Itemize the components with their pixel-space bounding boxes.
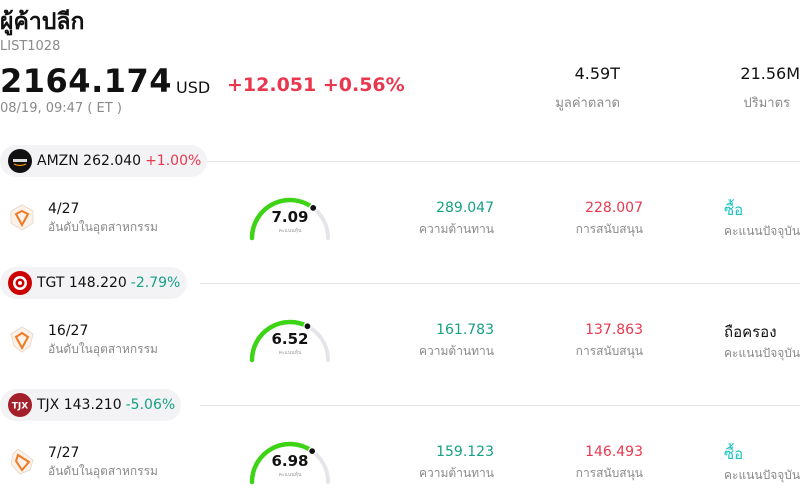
market-cap-label: มูลค่าตลาด (555, 96, 620, 111)
industry-rank-label: อันดับในอุตสาหกรรม (48, 342, 158, 356)
resistance-value: 159.123 (436, 444, 494, 460)
volume-label: ปริมาตร (743, 96, 790, 111)
stock-score-label: คะแนนหุ้น (278, 472, 302, 478)
resistance-value: 161.783 (436, 322, 494, 338)
industry-rank-label: อันดับในอุตสาหกรรม (48, 220, 158, 234)
stock-ticker-price: TJX 143.210 (37, 397, 122, 413)
score-gauge (244, 314, 336, 364)
market-cap-value: 4.59T (574, 64, 620, 83)
rating-action[interactable]: ซื้อ (724, 201, 744, 219)
stock-pill-tgt[interactable]: TGT 148.220 -2.79% (0, 267, 187, 299)
resistance-label: ความต้านทาน (419, 466, 494, 480)
timestamp: 08/19, 09:47 ( ET ) (0, 101, 122, 116)
industry-rank: 7/27 (48, 445, 80, 461)
stock-change: -2.79% (130, 275, 181, 291)
page-title: ผู้ค้าปลีก (0, 9, 85, 35)
stock-score: 6.52 (271, 330, 309, 348)
score-gauge (244, 192, 336, 242)
index-price: 2164.174 (0, 62, 173, 100)
row-divider (200, 405, 800, 406)
rating-action[interactable]: ถือครอง (724, 323, 777, 341)
industry-rank-icon (8, 446, 36, 476)
volume-value: 21.56M (740, 64, 800, 83)
svg-text:TJX: TJX (12, 402, 28, 412)
stock-score: 7.09 (271, 208, 309, 226)
score-gauge (244, 436, 336, 486)
resistance-value: 289.047 (436, 200, 494, 216)
stock-score-label: คะแนนหุ้น (278, 350, 302, 356)
support-value: 146.493 (585, 444, 643, 460)
stock-pill-amzn[interactable]: AMZN 262.040 +1.00% (0, 145, 207, 177)
rating-action[interactable]: ซื้อ (724, 445, 744, 463)
rating-action-label: คะแนนปัจจุบัน (724, 346, 800, 360)
currency-label: USD (176, 78, 211, 97)
industry-rank: 4/27 (48, 201, 80, 217)
resistance-label: ความต้านทาน (419, 344, 494, 358)
industry-rank: 16/27 (48, 323, 89, 339)
rating-action-label: คะแนนปัจจุบัน (724, 468, 800, 482)
support-value: 137.863 (585, 322, 643, 338)
rating-action-label: คะแนนปัจจุบัน (724, 224, 800, 238)
industry-rank-icon (8, 202, 36, 232)
support-label: การสนับสนุน (575, 466, 643, 480)
stock-ticker-price: TGT 148.220 (37, 275, 127, 291)
stock-change: +1.00% (145, 153, 202, 169)
stock-ticker-price: AMZN 262.040 (37, 153, 142, 169)
stock-pill-tjx[interactable]: TJX TJX 143.210 -5.06% (0, 389, 181, 421)
support-label: การสนับสนุน (575, 222, 643, 236)
tjx-logo: TJX (8, 393, 32, 417)
stock-score: 6.98 (271, 452, 309, 470)
industry-rank-icon (8, 324, 36, 354)
stock-score-label: คะแนนหุ้น (278, 228, 302, 234)
support-value: 228.007 (585, 200, 643, 216)
support-label: การสนับสนุน (575, 344, 643, 358)
row-divider (200, 283, 800, 284)
index-code: LIST1028 (0, 39, 61, 54)
price-change: +12.051 +0.56% (227, 74, 405, 96)
target-logo (8, 271, 32, 295)
amazon-logo (8, 149, 32, 173)
row-divider (200, 161, 800, 162)
stock-change: -5.06% (125, 397, 176, 413)
industry-rank-label: อันดับในอุตสาหกรรม (48, 464, 158, 478)
resistance-label: ความต้านทาน (419, 222, 494, 236)
